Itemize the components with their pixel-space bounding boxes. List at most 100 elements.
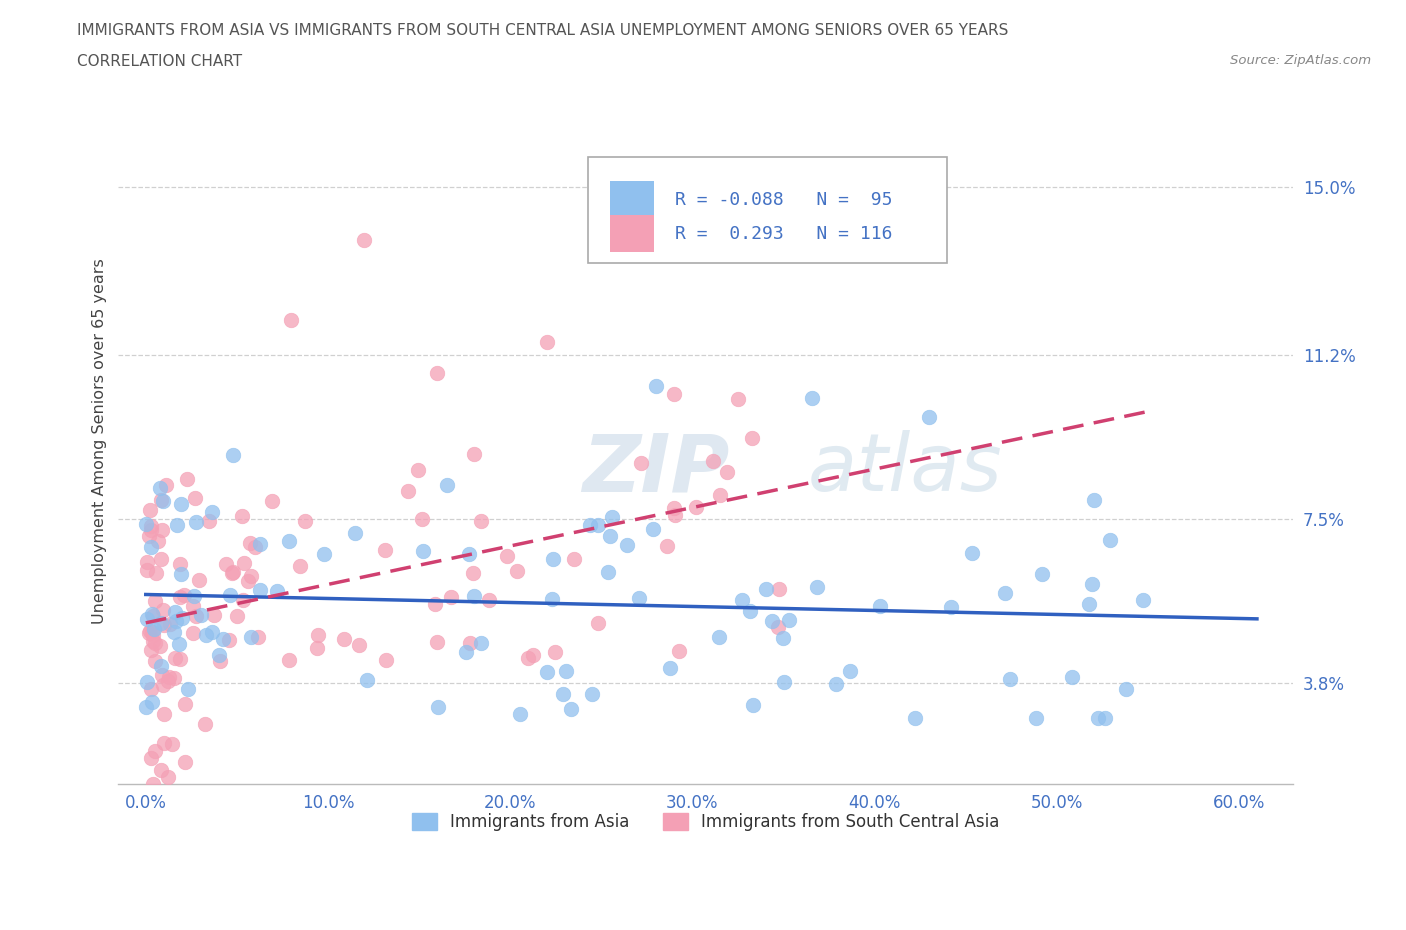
- Point: [470, 513, 492, 528]
- Point: [188, 573, 211, 588]
- Point: [170, 566, 193, 581]
- Point: [773, 675, 796, 690]
- FancyBboxPatch shape: [610, 180, 654, 219]
- Point: [143, 635, 166, 650]
- Point: [353, 232, 375, 247]
- Point: [436, 477, 458, 492]
- Point: [586, 518, 609, 533]
- Point: [411, 512, 433, 526]
- Point: [599, 529, 621, 544]
- Point: [165, 614, 187, 629]
- Point: [249, 582, 271, 597]
- Point: [702, 453, 724, 468]
- Point: [1099, 533, 1122, 548]
- Point: [740, 604, 762, 618]
- Point: [343, 525, 366, 540]
- Point: [174, 697, 197, 711]
- Point: [801, 391, 824, 405]
- Point: [136, 674, 159, 689]
- Point: [177, 682, 200, 697]
- Point: [662, 500, 685, 515]
- Point: [1031, 566, 1053, 581]
- Point: [806, 579, 828, 594]
- Point: [579, 518, 602, 533]
- Point: [139, 624, 162, 639]
- Point: [709, 487, 731, 502]
- Point: [312, 547, 335, 562]
- Point: [463, 589, 485, 604]
- Point: [755, 581, 778, 596]
- Point: [183, 626, 205, 641]
- Point: [396, 484, 419, 498]
- Point: [166, 517, 188, 532]
- Point: [226, 608, 249, 623]
- Point: [1081, 577, 1104, 591]
- Point: [141, 607, 163, 622]
- Point: [221, 565, 243, 580]
- Point: [470, 635, 492, 650]
- Text: IMMIGRANTS FROM ASIA VS IMMIGRANTS FROM SOUTH CENTRAL ASIA UNEMPLOYMENT AMONG SE: IMMIGRANTS FROM ASIA VS IMMIGRANTS FROM …: [77, 23, 1008, 38]
- Text: R =  0.293   N = 116: R = 0.293 N = 116: [675, 224, 893, 243]
- Point: [562, 552, 585, 567]
- Point: [152, 678, 174, 693]
- Point: [554, 664, 576, 679]
- Point: [374, 542, 396, 557]
- Point: [741, 698, 763, 712]
- Point: [347, 638, 370, 653]
- Point: [766, 619, 789, 634]
- Point: [135, 699, 157, 714]
- Point: [153, 707, 176, 722]
- Point: [278, 534, 301, 549]
- Point: [423, 597, 446, 612]
- Point: [544, 644, 567, 659]
- Point: [727, 392, 749, 406]
- Point: [662, 386, 685, 401]
- Point: [239, 630, 262, 644]
- Point: [741, 430, 763, 445]
- Point: [238, 574, 260, 589]
- Point: [869, 599, 891, 614]
- Point: [215, 556, 238, 571]
- Point: [163, 671, 186, 685]
- Point: [505, 564, 527, 578]
- Point: [709, 630, 731, 644]
- Text: R = -0.088   N =  95: R = -0.088 N = 95: [675, 191, 893, 208]
- Point: [135, 516, 157, 531]
- Point: [731, 592, 754, 607]
- Point: [159, 617, 181, 631]
- Point: [333, 631, 356, 646]
- Point: [278, 653, 301, 668]
- Point: [1094, 711, 1116, 725]
- Point: [139, 643, 162, 658]
- Point: [541, 591, 564, 606]
- Point: [232, 592, 254, 607]
- Point: [194, 628, 217, 643]
- Point: [157, 769, 180, 784]
- Point: [139, 519, 162, 534]
- Point: [212, 631, 235, 646]
- Point: [138, 529, 160, 544]
- Point: [440, 590, 463, 604]
- Point: [772, 631, 794, 645]
- Point: [141, 625, 163, 640]
- Point: [307, 628, 329, 643]
- Point: [463, 446, 485, 461]
- Point: [239, 536, 262, 551]
- Point: [616, 538, 638, 552]
- Point: [143, 654, 166, 669]
- Point: [716, 465, 738, 480]
- Point: [152, 603, 174, 618]
- Point: [509, 707, 531, 722]
- Point: [143, 744, 166, 759]
- Y-axis label: Unemployment Among Seniors over 65 years: Unemployment Among Seniors over 65 years: [93, 259, 107, 624]
- Point: [643, 522, 665, 537]
- Point: [243, 539, 266, 554]
- Point: [142, 621, 165, 636]
- Point: [190, 607, 212, 622]
- Point: [202, 608, 225, 623]
- Point: [139, 523, 162, 538]
- Point: [685, 499, 707, 514]
- Point: [461, 565, 484, 580]
- Point: [375, 653, 398, 668]
- Point: [522, 647, 544, 662]
